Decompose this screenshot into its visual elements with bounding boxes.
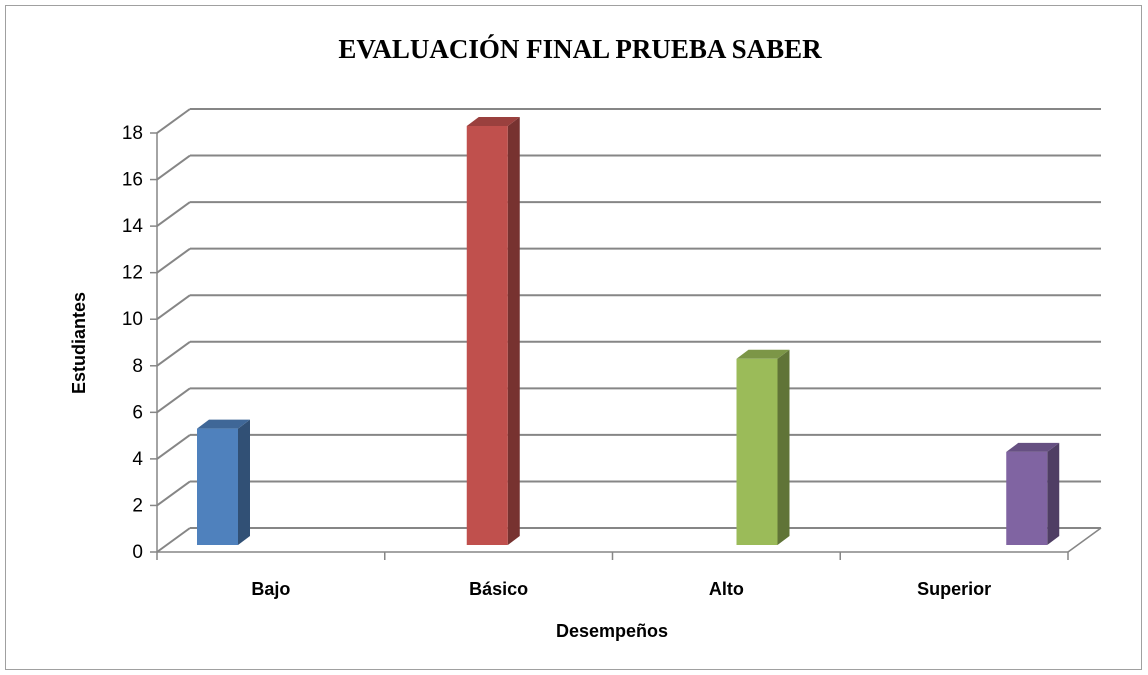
side-grid-line (156, 294, 191, 321)
x-axis-label: Desempeños (556, 621, 668, 641)
bar (1006, 451, 1048, 545)
y-tick-label: 8 (132, 356, 143, 377)
side-grid-line (156, 480, 191, 507)
bar-side (777, 349, 790, 545)
side-grid-line (156, 387, 191, 414)
bar (736, 358, 778, 545)
side-grid-line (156, 340, 191, 367)
x-tick-label: Bajo (251, 579, 290, 599)
y-tick-label: 18 (122, 123, 143, 144)
y-tick-label: 2 (132, 495, 143, 516)
y-tick-label: 16 (122, 170, 143, 191)
side-grid-line (156, 247, 191, 274)
bar-top (1006, 442, 1060, 452)
chart-title: EVALUACIÓN FINAL PRUEBA SABER (338, 34, 822, 64)
bar (466, 126, 508, 545)
bar-side (507, 117, 520, 545)
bar-side (1047, 442, 1060, 545)
side-grid-line (156, 201, 191, 227)
side-grid-line (156, 108, 191, 134)
bar-top (466, 117, 520, 126)
y-axis-label: Estudiantes (69, 292, 89, 394)
x-tick-label: Alto (709, 579, 744, 599)
bar-top (197, 419, 250, 429)
y-tick-label: 0 (132, 542, 143, 563)
x-tick-label: Básico (469, 579, 528, 599)
chart-border (5, 5, 1142, 670)
bar-side (238, 419, 250, 545)
side-grid-line (156, 434, 191, 460)
y-tick-label: 4 (132, 449, 143, 470)
bar-top (736, 349, 790, 359)
x-tick-label: Superior (917, 579, 991, 599)
y-tick-label: 6 (132, 402, 143, 423)
side-grid-line (156, 527, 191, 553)
y-tick-label: 10 (122, 309, 143, 330)
bar (197, 428, 238, 545)
floor-right (1067, 527, 1102, 553)
y-tick-label: 12 (122, 263, 143, 284)
side-grid-line (156, 154, 191, 181)
y-tick-label: 14 (122, 216, 144, 237)
